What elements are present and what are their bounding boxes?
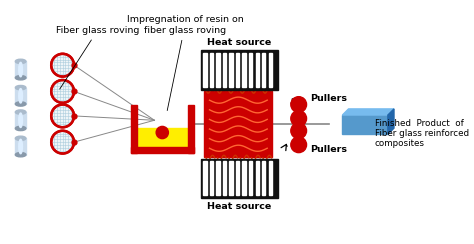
Ellipse shape xyxy=(19,113,22,127)
Bar xyxy=(236,53,239,87)
Ellipse shape xyxy=(15,59,26,63)
Circle shape xyxy=(291,111,307,126)
Bar xyxy=(15,88,26,104)
Ellipse shape xyxy=(15,85,26,90)
Bar xyxy=(203,53,207,87)
Text: Pullers: Pullers xyxy=(310,94,347,103)
Circle shape xyxy=(51,54,74,77)
Bar xyxy=(223,161,226,195)
Ellipse shape xyxy=(15,152,26,157)
Bar xyxy=(262,53,265,87)
Bar xyxy=(243,161,246,195)
Bar xyxy=(201,159,278,198)
Bar xyxy=(223,53,226,87)
Bar xyxy=(15,61,26,78)
Bar xyxy=(15,138,26,155)
Circle shape xyxy=(156,126,168,139)
Circle shape xyxy=(291,97,307,112)
Circle shape xyxy=(291,137,307,153)
Polygon shape xyxy=(388,109,394,134)
Polygon shape xyxy=(342,109,394,115)
Text: Heat source: Heat source xyxy=(207,202,271,211)
Text: Impregnation of resin on
fiber glass roving: Impregnation of resin on fiber glass rov… xyxy=(127,15,243,111)
Bar xyxy=(210,161,213,195)
Ellipse shape xyxy=(15,102,26,106)
Bar xyxy=(249,161,252,195)
Ellipse shape xyxy=(15,76,26,80)
Bar xyxy=(243,53,246,87)
Bar xyxy=(269,161,272,195)
Bar xyxy=(217,53,220,87)
Ellipse shape xyxy=(15,110,26,114)
Bar xyxy=(249,53,252,87)
Ellipse shape xyxy=(19,62,22,77)
Bar xyxy=(137,128,188,152)
Text: Heat source: Heat source xyxy=(207,38,271,47)
Circle shape xyxy=(291,123,307,139)
Text: Pullers: Pullers xyxy=(310,145,347,154)
Bar xyxy=(188,104,194,153)
Bar xyxy=(255,161,259,195)
Circle shape xyxy=(51,80,74,103)
Bar xyxy=(201,50,278,90)
Ellipse shape xyxy=(19,139,22,154)
Bar xyxy=(210,53,213,87)
Ellipse shape xyxy=(19,89,22,103)
Bar xyxy=(255,53,259,87)
Bar xyxy=(262,161,265,195)
Text: Fiber glass roving: Fiber glass roving xyxy=(56,26,139,89)
Bar xyxy=(217,161,220,195)
Bar xyxy=(15,112,26,128)
Ellipse shape xyxy=(15,126,26,131)
Bar xyxy=(236,161,239,195)
Circle shape xyxy=(51,131,74,153)
Circle shape xyxy=(51,104,74,127)
Ellipse shape xyxy=(15,136,26,141)
Bar xyxy=(203,161,207,195)
Bar xyxy=(229,161,233,195)
Bar xyxy=(131,104,137,153)
Bar xyxy=(131,146,194,153)
Text: Finished  Product  of
Fiber glass reinforced
composites: Finished Product of Fiber glass reinforc… xyxy=(375,119,469,148)
Bar xyxy=(229,53,233,87)
Bar xyxy=(204,92,273,157)
Bar xyxy=(342,115,388,134)
Bar xyxy=(269,53,272,87)
